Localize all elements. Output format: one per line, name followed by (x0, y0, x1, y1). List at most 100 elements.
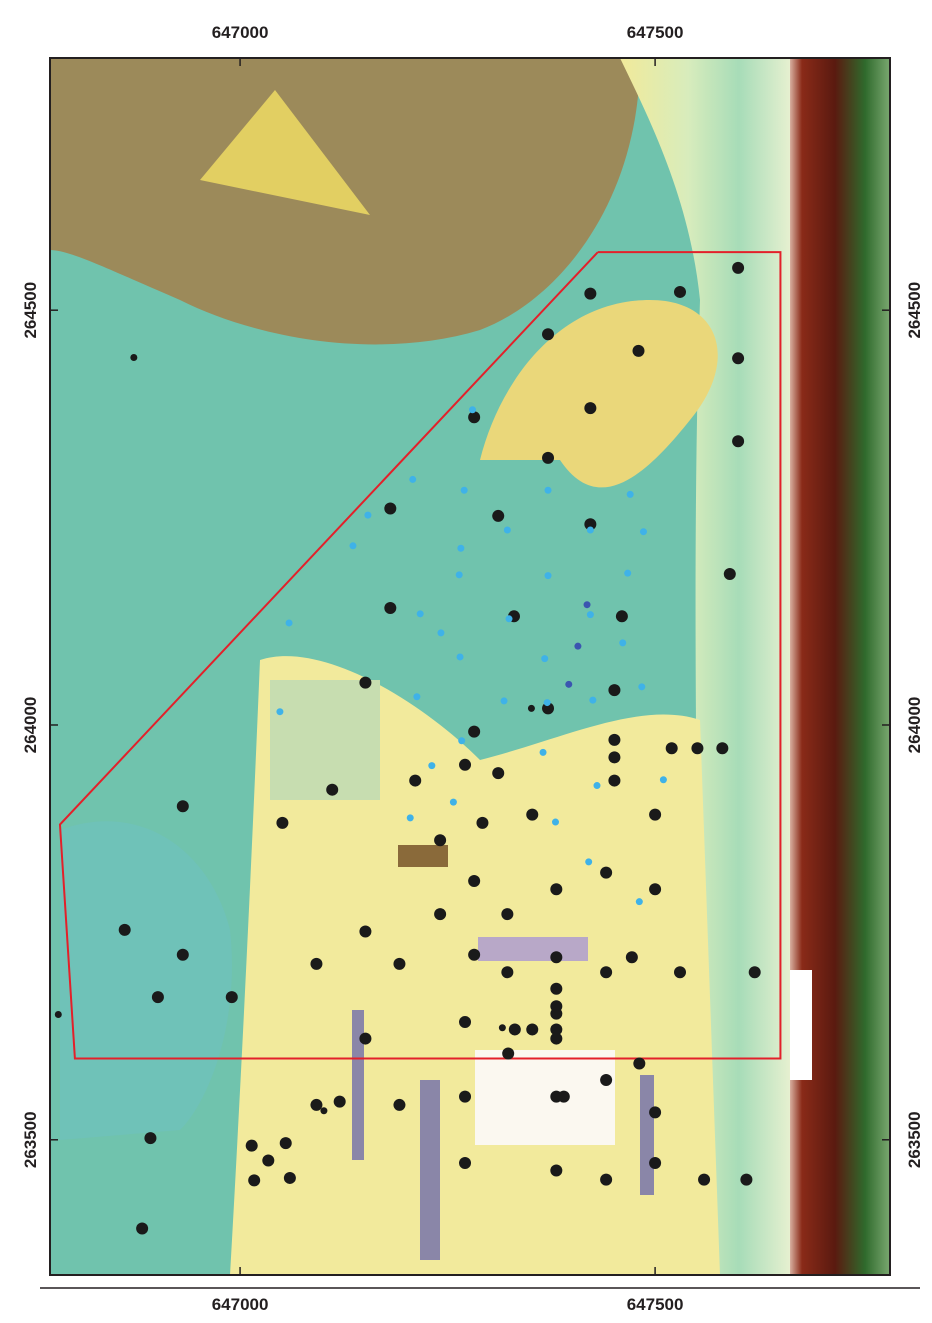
sample-point (359, 677, 371, 689)
sample-point (262, 1155, 274, 1167)
sample-point (550, 951, 562, 963)
sample-point (666, 742, 678, 754)
sample-point (584, 288, 596, 300)
sample-point (409, 476, 416, 483)
sample-point (540, 749, 547, 756)
sample-point (506, 615, 513, 622)
sample-point (393, 958, 405, 970)
sample-point (384, 602, 396, 614)
sample-point (565, 681, 572, 688)
y-tick-label: 264500 (905, 282, 924, 339)
sample-point (674, 286, 686, 298)
sample-point (468, 726, 480, 738)
sample-point (649, 883, 661, 895)
sample-point (732, 435, 744, 447)
sample-point (450, 799, 457, 806)
x-tick-label: 647000 (212, 23, 269, 42)
sample-point (608, 751, 620, 763)
sample-point (593, 782, 600, 789)
sample-point (638, 683, 645, 690)
sample-point (526, 809, 538, 821)
sample-point (457, 545, 464, 552)
sample-point (456, 571, 463, 578)
sample-point (459, 1091, 471, 1103)
sample-point (458, 737, 465, 744)
y-tick-label: 264500 (21, 282, 40, 339)
sample-point (504, 527, 511, 534)
sample-point (276, 708, 283, 715)
sample-point (660, 776, 667, 783)
x-tick-label: 647000 (212, 1295, 269, 1314)
sample-point (587, 611, 594, 618)
sample-point (740, 1174, 752, 1186)
sample-point (542, 328, 554, 340)
sample-point (649, 1106, 661, 1118)
sample-point (417, 610, 424, 617)
sample-point (409, 775, 421, 787)
sample-point (248, 1174, 260, 1186)
sample-point (674, 966, 686, 978)
sample-point (509, 1023, 521, 1035)
sample-point (492, 510, 504, 522)
sample-point (177, 800, 189, 812)
sample-point (616, 610, 628, 622)
sample-point (550, 1164, 562, 1176)
sample-point (461, 487, 468, 494)
y-tick-label: 263500 (21, 1111, 40, 1168)
sample-point (558, 1091, 570, 1103)
sample-point (152, 991, 164, 1003)
sample-point (550, 983, 562, 995)
sample-point (636, 898, 643, 905)
sample-point (393, 1099, 405, 1111)
page: {"chart_data": { "type": "scatter", "xli… (0, 0, 932, 1318)
sample-point (552, 819, 559, 826)
sample-point (434, 834, 446, 846)
sample-point (144, 1132, 156, 1144)
sample-point (334, 1096, 346, 1108)
sample-point (584, 601, 591, 608)
sample-point (437, 629, 444, 636)
sample-point (468, 949, 480, 961)
sample-point (326, 784, 338, 796)
sample-point (246, 1140, 258, 1152)
sample-point (550, 883, 562, 895)
sample-point (749, 966, 761, 978)
sample-point (310, 958, 322, 970)
sample-point (624, 570, 631, 577)
sample-point (384, 502, 396, 514)
sample-point (459, 1157, 471, 1169)
sample-point (501, 697, 508, 704)
sample-point (649, 1157, 661, 1169)
map-figure: 6470006470006475006475002635002635002640… (0, 0, 932, 1318)
sample-point (492, 767, 504, 779)
sample-point (619, 639, 626, 646)
sample-point (177, 949, 189, 961)
sample-point (574, 643, 581, 650)
sample-point (600, 1174, 612, 1186)
sample-point (608, 684, 620, 696)
sample-point (476, 817, 488, 829)
sample-point (585, 858, 592, 865)
y-tick-label: 263500 (905, 1111, 924, 1168)
sample-point (119, 924, 131, 936)
sample-point (541, 655, 548, 662)
sample-point (545, 487, 552, 494)
y-tick-label: 264000 (905, 697, 924, 754)
sample-point (226, 991, 238, 1003)
sample-point (501, 908, 513, 920)
sample-point (691, 742, 703, 754)
sample-point (499, 1024, 506, 1031)
sample-point (716, 742, 728, 754)
sample-point (359, 926, 371, 938)
sample-point (649, 809, 661, 821)
sample-point (428, 762, 435, 769)
sample-point (608, 734, 620, 746)
sample-point (502, 1048, 514, 1060)
x-tick-label: 647500 (627, 1295, 684, 1314)
sample-point (600, 867, 612, 879)
sample-point (627, 491, 634, 498)
sample-point (459, 759, 471, 771)
sample-point (724, 568, 736, 580)
sample-point (526, 1023, 538, 1035)
sample-point (359, 1033, 371, 1045)
